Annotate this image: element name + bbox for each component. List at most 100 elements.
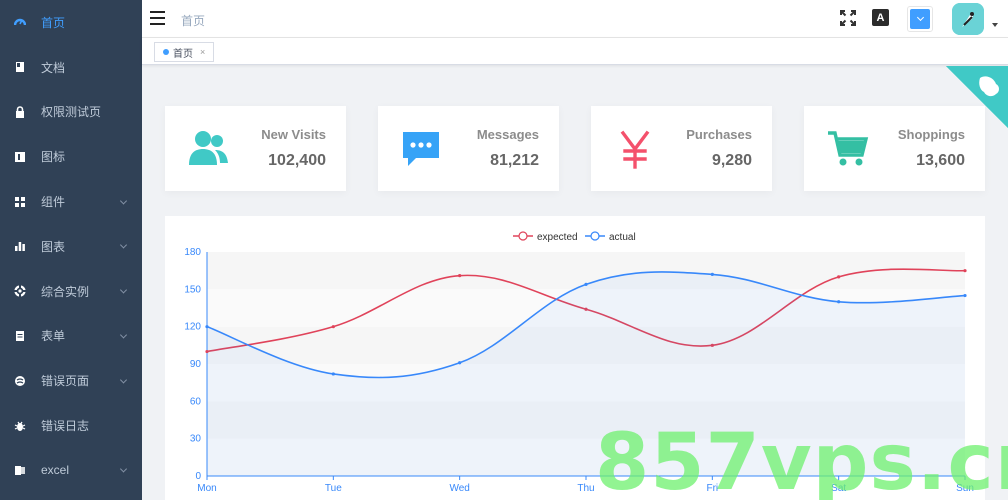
data-point-expected <box>205 349 209 354</box>
card-title: Shoppings <box>897 127 965 142</box>
sidebar-item-label: 错误日志 <box>41 419 90 434</box>
legend-marker-expected[interactable] <box>518 231 528 241</box>
tag-home[interactable]: 首页 × <box>154 42 215 62</box>
chart-icon <box>14 240 26 252</box>
component-icon <box>14 196 26 208</box>
shopping-cart-icon <box>828 131 869 166</box>
example-icon <box>14 285 26 298</box>
caret-down-icon[interactable] <box>992 23 998 27</box>
grid-band <box>207 438 965 476</box>
line-chart-panel: 0 30 60 90 120 150 180 Mon Tue Wed Thu Fri Sat Sun exp… <box>165 216 985 500</box>
y-tick-label: 0 <box>195 471 201 482</box>
legend-label[interactable]: expected <box>537 232 578 243</box>
sidebar-item-label: 权限测试页 <box>41 105 102 120</box>
active-dot-icon <box>163 49 169 55</box>
x-tick-label: Thu <box>577 483 594 494</box>
sidebar-item-8[interactable]: 错误页面 <box>0 358 142 403</box>
data-point-expected <box>458 274 462 278</box>
sidebar: 首页文档权限测试页图标组件图表综合实例 表单 错误页面错误日志 excel <box>0 0 142 500</box>
sidebar-item-5[interactable]: 图表 <box>0 224 142 269</box>
sidebar-item-1[interactable]: 文档 <box>0 45 142 90</box>
data-point-actual <box>331 372 335 376</box>
theme-picker[interactable] <box>907 6 933 32</box>
chevron-down-icon <box>119 376 128 384</box>
github-corner-icon[interactable] <box>946 66 1008 128</box>
card-purchases[interactable]: Purchases 9,280 <box>591 106 772 191</box>
language-icon[interactable]: A <box>872 9 889 26</box>
form-icon <box>14 330 26 342</box>
data-point-actual <box>710 272 714 276</box>
legend-label[interactable]: actual <box>609 232 636 243</box>
data-point-actual <box>458 361 462 365</box>
chevron-down-icon <box>119 286 128 294</box>
y-tick-label: 150 <box>184 284 201 295</box>
tags-view: 首页 × <box>142 38 1008 65</box>
card-new-visits[interactable]: New Visits 102,400 <box>165 106 346 191</box>
sidebar-item-label: 组件 <box>41 195 66 210</box>
error-page-icon <box>14 375 26 387</box>
x-tick-label: Fri <box>706 483 718 494</box>
grid-band <box>207 364 965 402</box>
sidebar-item-9[interactable]: 错误日志 <box>0 403 142 448</box>
avatar-image-icon <box>952 3 984 35</box>
close-icon[interactable]: × <box>200 47 206 57</box>
fullscreen-icon[interactable] <box>840 10 856 26</box>
x-tick-label: Tue <box>325 483 342 494</box>
sidebar-item-10[interactable]: excel <box>0 448 142 493</box>
sidebar-item-4[interactable]: 组件 <box>0 179 142 224</box>
card-value: 102,400 <box>268 152 326 169</box>
sidebar-item-0[interactable]: 首页 <box>0 0 142 45</box>
lock-icon <box>14 106 26 118</box>
money-icon <box>620 130 650 169</box>
document-icon <box>14 61 26 73</box>
data-point-expected <box>331 325 335 329</box>
x-tick-label: Sun <box>956 483 974 494</box>
data-point-actual <box>963 293 967 298</box>
sidebar-item-6[interactable]: 综合实例 <box>0 269 142 314</box>
card-title: New Visits <box>261 127 326 142</box>
grid-band <box>207 326 965 364</box>
navbar: 首页 A <box>142 0 1008 38</box>
chevron-down-icon <box>119 241 128 249</box>
grid-band <box>207 401 965 439</box>
sidebar-item-label: 图标 <box>41 150 66 165</box>
sidebar-item-2[interactable]: 权限测试页 <box>0 90 142 135</box>
y-tick-label: 180 <box>184 247 201 258</box>
data-point-expected <box>710 343 714 347</box>
line-chart: 0 30 60 90 120 150 180 Mon Tue Wed Thu Fri Sat Sun exp… <box>184 231 974 494</box>
bug-icon <box>14 420 26 432</box>
tag-label: 首页 <box>173 48 193 60</box>
chevron-down-icon <box>910 9 930 29</box>
series-area-actual <box>207 271 965 476</box>
dashboard-icon <box>14 16 26 28</box>
card-value: 9,280 <box>711 152 752 169</box>
y-tick-label: 90 <box>190 359 202 370</box>
avatar[interactable] <box>952 3 984 35</box>
card-title: Messages <box>476 127 539 142</box>
sidebar-item-7[interactable]: 表单 <box>0 314 142 359</box>
card-value: 81,212 <box>490 152 539 169</box>
message-icon <box>403 132 439 166</box>
card-shoppings[interactable]: Shoppings 13,600 <box>804 106 985 191</box>
data-point-actual <box>837 300 841 304</box>
chevron-down-icon <box>119 197 128 205</box>
hamburger-icon[interactable] <box>150 11 165 25</box>
card-messages[interactable]: Messages 81,212 <box>378 106 559 191</box>
x-tick-label: Sat <box>831 483 846 494</box>
data-point-expected <box>837 275 841 279</box>
y-tick-label: 120 <box>184 322 201 333</box>
data-point-expected <box>963 269 967 273</box>
y-tick-label: 30 <box>190 434 202 445</box>
watermark-text: 857vps.cn <box>595 418 1008 500</box>
icon-icon <box>14 151 26 163</box>
chevron-down-icon <box>119 331 128 339</box>
breadcrumb[interactable]: 首页 <box>181 14 206 28</box>
sidebar-item-label: 首页 <box>41 15 66 30</box>
peoples-icon <box>189 131 228 165</box>
sidebar-item-3[interactable]: 图标 <box>0 134 142 179</box>
x-tick-label: Wed <box>449 483 469 494</box>
sidebar-item-label: 图表 <box>41 239 66 254</box>
sidebar-item-label: excel <box>41 463 70 478</box>
chevron-down-icon <box>119 465 128 473</box>
legend-marker-actual[interactable] <box>590 231 600 241</box>
